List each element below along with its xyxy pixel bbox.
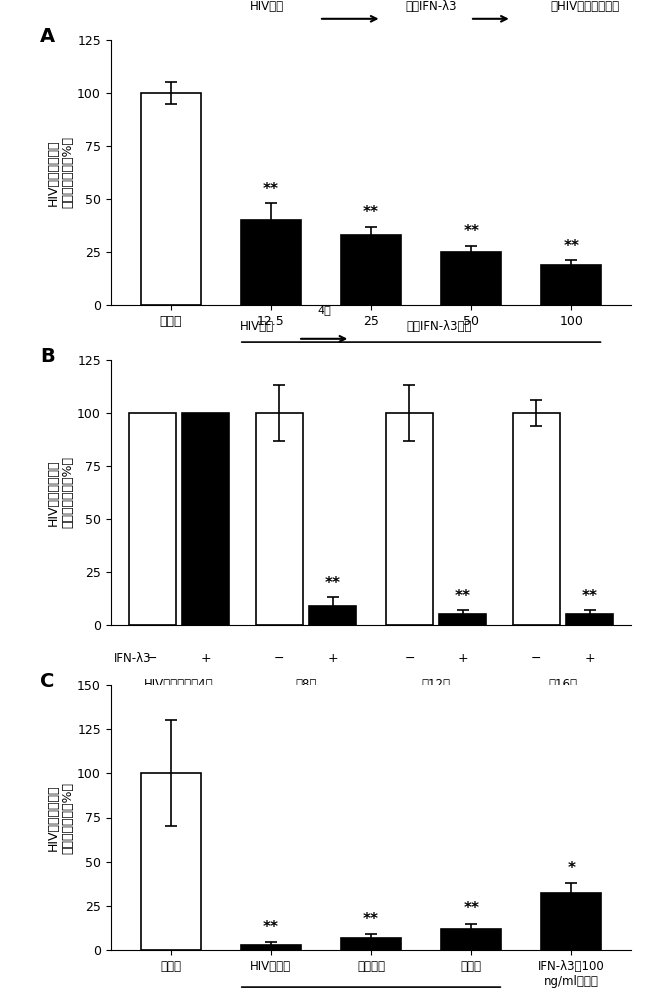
Text: 加入IFN-λ3: 加入IFN-λ3 <box>405 0 457 13</box>
Text: **: ** <box>325 576 340 591</box>
Text: *: * <box>568 861 575 876</box>
Text: +: + <box>458 652 468 664</box>
Bar <box>542 265 602 305</box>
Bar <box>513 413 560 625</box>
Text: IFN-λ3: IFN-λ3 <box>114 652 152 664</box>
Text: +: + <box>585 652 595 664</box>
Text: **: ** <box>464 224 479 239</box>
Text: HIV感染: HIV感染 <box>250 0 284 13</box>
Text: **: ** <box>263 182 279 197</box>
Text: C: C <box>40 672 55 691</box>
Text: 4天: 4天 <box>317 305 331 315</box>
Text: −: − <box>274 652 284 664</box>
Text: **: ** <box>363 205 379 220</box>
Y-axis label: HIV反转录酶活性
（相对于对照组%）: HIV反转录酶活性 （相对于对照组%） <box>46 456 74 528</box>
Text: 测HIV反转录酶活性: 测HIV反转录酶活性 <box>550 0 619 13</box>
Bar <box>241 945 301 950</box>
Bar <box>441 929 501 950</box>
Bar <box>386 413 433 625</box>
Text: A: A <box>40 27 55 46</box>
Text: **: ** <box>582 589 598 604</box>
Text: −: − <box>531 652 542 664</box>
Text: 加入IFN-λ3处理: 加入IFN-λ3处理 <box>406 320 471 334</box>
Text: **: ** <box>455 589 471 604</box>
Y-axis label: HIV反转录酶活性
（相对于对照组%）: HIV反转录酶活性 （相对于对照组%） <box>46 136 74 209</box>
Text: HIV感染后的第4天: HIV感染后的第4天 <box>145 678 214 691</box>
Bar <box>241 220 301 305</box>
Text: **: ** <box>464 901 479 916</box>
Bar <box>129 413 176 625</box>
Bar <box>256 413 303 625</box>
Text: 第8天: 第8天 <box>296 678 316 691</box>
Bar <box>542 893 602 950</box>
Bar <box>441 252 501 305</box>
Text: **: ** <box>563 239 579 254</box>
Text: −: − <box>147 652 158 664</box>
Bar <box>182 413 229 625</box>
Text: HIV感染: HIV感染 <box>240 320 273 334</box>
Text: **: ** <box>263 920 279 935</box>
Text: B: B <box>40 347 55 366</box>
Bar <box>566 614 613 625</box>
Text: −: − <box>404 652 415 664</box>
Bar <box>309 606 356 625</box>
Text: +: + <box>327 652 338 664</box>
Text: +: + <box>201 652 211 664</box>
Bar <box>341 235 401 305</box>
Bar <box>141 93 201 305</box>
Y-axis label: HIV反转录酶活性
（相对于对照组%）: HIV反转录酶活性 （相对于对照组%） <box>46 782 74 854</box>
Text: **: ** <box>363 912 379 927</box>
Text: 第16天: 第16天 <box>549 678 577 691</box>
Text: 第12天: 第12天 <box>422 678 450 691</box>
Bar <box>141 773 201 950</box>
Bar <box>341 938 401 950</box>
Text: 不同处理浓度的IFN-λ3（ng/ml）实验组: 不同处理浓度的IFN-λ3（ng/ml）实验组 <box>344 363 499 376</box>
Bar <box>439 614 486 625</box>
